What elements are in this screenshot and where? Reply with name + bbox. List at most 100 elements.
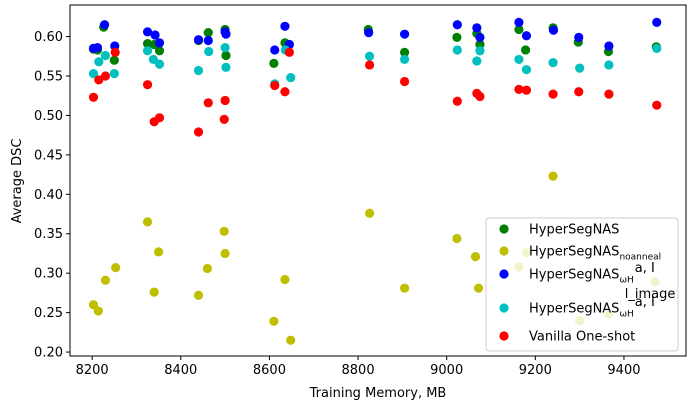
point-series2-16 (452, 20, 462, 30)
point-series4-16 (452, 96, 462, 106)
x-tick-label: 9000 (430, 363, 463, 378)
point-series1-18 (474, 283, 484, 293)
point-series4-15 (399, 76, 410, 87)
point-series2-21 (548, 25, 559, 35)
point-series1-3 (111, 263, 121, 273)
point-series3-5 (148, 54, 158, 65)
point-series2-19 (514, 17, 524, 27)
point-series0-6 (154, 46, 165, 56)
point-series3-24 (652, 43, 662, 53)
point-series0-18 (514, 24, 524, 35)
point-series3-4 (142, 46, 153, 56)
point-series4-22 (574, 87, 584, 97)
point-series1-10 (220, 248, 230, 259)
x-tick-label: 8200 (76, 363, 109, 378)
point-series2-14 (364, 28, 374, 38)
point-series1-8 (202, 263, 212, 274)
point-series3-10 (221, 62, 231, 72)
point-series3-16 (452, 45, 462, 55)
point-series4-18 (475, 91, 485, 102)
point-series4-1 (94, 75, 104, 85)
point-series1-4 (142, 217, 153, 227)
point-series4-4 (142, 80, 153, 90)
point-series3-20 (521, 65, 532, 75)
point-series4-20 (521, 85, 532, 95)
point-series0-10 (221, 50, 231, 61)
point-series1-12 (280, 274, 290, 285)
point-series1-1 (93, 306, 103, 316)
point-series2-23 (604, 41, 614, 51)
legend-box (485, 217, 679, 352)
legend-label-1: HyperSegNASnoanneal (529, 245, 661, 263)
x-tick-label: 8400 (164, 363, 197, 378)
point-series1-0 (88, 300, 99, 310)
point-series1-11 (269, 316, 279, 326)
point-series2-22 (574, 32, 584, 42)
y-tick-label: 0.60 (34, 30, 63, 45)
point-series2-24 (652, 17, 662, 27)
point-series2-7 (193, 35, 204, 45)
point-series2-20 (521, 31, 532, 41)
y-tick-label: 0.40 (34, 188, 63, 203)
x-axis-label: Training Memory, MB (309, 386, 447, 401)
point-series3-15 (399, 54, 410, 65)
point-series3-9 (220, 42, 230, 53)
y-tick-label: 0.45 (34, 148, 63, 163)
legend-label-3: HyperSegNASωH (529, 302, 634, 320)
point-series4-19 (514, 84, 524, 94)
plot-frame (69, 4, 687, 357)
point-series3-7 (193, 65, 204, 76)
point-series0-3 (109, 55, 119, 65)
point-series1-5 (149, 287, 159, 297)
point-series4-21 (548, 89, 558, 99)
point-series0-11 (269, 58, 279, 68)
point-series3-19 (514, 54, 524, 65)
point-series2-10 (221, 29, 231, 39)
point-series2-4 (142, 27, 153, 37)
point-series0-19 (520, 45, 531, 55)
x-tick-label: 8600 (253, 363, 286, 378)
point-series3-6 (154, 59, 165, 69)
y-tick-label: 0.50 (34, 109, 63, 124)
point-series4-9 (219, 114, 229, 124)
point-series4-24 (652, 100, 662, 110)
point-series0-4 (142, 39, 153, 49)
point-series3-18 (475, 46, 485, 56)
y-tick-label: 0.55 (34, 69, 63, 84)
y-tick-label: 0.20 (34, 346, 63, 361)
x-tick-label: 8800 (342, 363, 375, 378)
point-series3-2 (100, 50, 111, 61)
point-series2-2 (99, 20, 110, 30)
point-series1-15 (399, 283, 410, 293)
point-series4-8 (203, 98, 213, 108)
legend-superscript2-3: l_image (625, 287, 676, 302)
point-series2-11 (270, 45, 280, 55)
legend-marker-4 (499, 331, 509, 341)
point-series4-6 (154, 113, 165, 123)
point-series4-13 (284, 47, 294, 57)
point-series4-2 (100, 71, 111, 81)
legend-label-0: HyperSegNAS (529, 223, 619, 238)
point-series4-10 (220, 95, 230, 106)
point-series1-21 (548, 171, 558, 181)
point-series4-7 (193, 127, 204, 137)
point-series3-14 (364, 51, 375, 61)
point-series4-23 (604, 89, 614, 99)
point-series3-13 (286, 72, 296, 83)
point-series4-12 (280, 87, 290, 97)
point-series3-3 (109, 69, 119, 79)
point-series1-13 (286, 335, 296, 345)
point-series2-15 (399, 29, 410, 39)
point-series4-3 (110, 47, 120, 57)
point-series2-1 (92, 42, 103, 53)
x-axis: 8200 8400 8600 8800 9000 9200 9400 (76, 356, 641, 378)
point-series1-7 (193, 290, 204, 300)
point-series3-1 (94, 57, 104, 67)
point-series4-0 (88, 92, 99, 102)
point-series2-18 (475, 32, 485, 42)
legend-marker-3 (499, 303, 509, 313)
point-series3-0 (88, 69, 99, 79)
data-marks (88, 17, 662, 345)
legend-marker-2 (499, 269, 509, 279)
point-series1-6 (154, 247, 164, 257)
